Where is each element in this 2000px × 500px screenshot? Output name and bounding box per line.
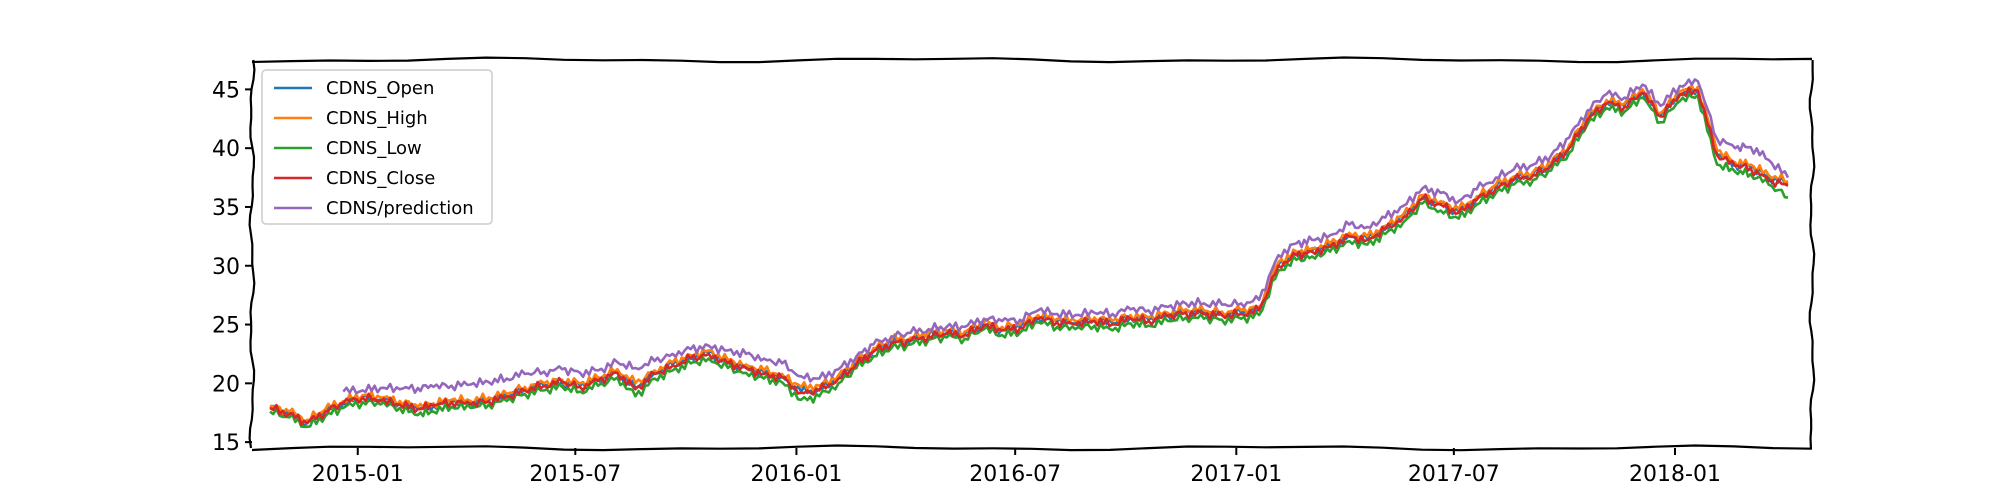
legend-label: CDNS_Open [326, 78, 434, 99]
series-layer [269, 78, 1790, 429]
y-tick-label: 35 [212, 196, 240, 221]
x-tick-label: 2015-01 [312, 462, 404, 487]
x-axis: 2015-01 2015-07 2016-01 2016-07 2017-01 2017-… [312, 448, 1721, 487]
legend-label: CDNS_High [326, 108, 428, 129]
y-tick-label: 45 [212, 78, 240, 103]
x-tick-label: 2017-07 [1408, 462, 1500, 487]
legend: CDNS_Open CDNS_High CDNS_Low CDNS_Close CDNS… [261, 69, 493, 225]
y-tick-label: 40 [212, 137, 240, 162]
y-tick-label: 25 [212, 314, 240, 339]
y-tick-label: 15 [212, 431, 240, 456]
legend-label: CDNS/prediction [326, 198, 474, 219]
x-tick-label: 2016-07 [969, 462, 1061, 487]
y-tick-label: 20 [212, 372, 240, 397]
legend-box [261, 69, 493, 225]
y-axis: 15 20 25 30 35 40 45 [212, 78, 252, 456]
legend-label: CDNS_Low [326, 138, 422, 159]
x-tick-label: 2017-01 [1190, 462, 1282, 487]
x-tick-label: 2015-07 [529, 462, 621, 487]
series-line-cdns-prediction [342, 78, 1790, 395]
x-tick-label: 2018-01 [1629, 462, 1721, 487]
y-tick-label: 30 [212, 255, 240, 280]
series-line-cdns-low [269, 93, 1789, 429]
plot-frame [248, 56, 1816, 452]
legend-label: CDNS_Close [326, 168, 435, 189]
series-line-cdns-close [269, 86, 1789, 426]
x-tick-label: 2016-01 [750, 462, 842, 487]
